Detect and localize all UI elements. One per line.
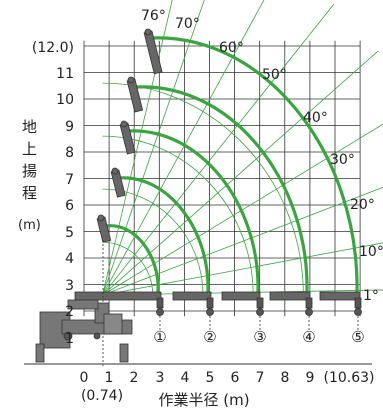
angle-labels: 76° 70° 60° 50° 40° 30° 20° 10° 1°: [141, 8, 383, 304]
truck-base: [35, 299, 133, 363]
x-tick-1063: (10.63): [323, 370, 374, 386]
y-tick-7: 7: [65, 172, 74, 188]
hook-lines: [102, 240, 359, 366]
h-boom-3: [221, 291, 261, 301]
radius-arc-3: [102, 135, 254, 296]
y-tick-labels: 1 2 3 4 5 6 7 8 9 10 11 (12.0): [32, 40, 74, 347]
x-tick-0: 0: [80, 370, 89, 386]
angle-label-40: 40°: [303, 110, 328, 126]
angle-label-50: 50°: [262, 67, 287, 83]
y-axis-title-char-2: 上: [22, 140, 38, 158]
y-tick-5: 5: [65, 225, 74, 241]
boom-stage-3: [119, 120, 136, 155]
x-axis-title: 作業半径 (m): [158, 391, 249, 409]
angle-label-20: 20°: [350, 197, 375, 213]
boom-stage-2: [110, 167, 126, 198]
working-range-curves: [105, 36, 359, 293]
y-tick-4: 4: [65, 251, 74, 267]
angle-label-70: 70°: [175, 16, 200, 32]
y-tick-10: 10: [56, 92, 74, 108]
h-boom-1: [74, 291, 162, 301]
stage-marker-1: ①: [153, 328, 166, 346]
boom-stage-1: [96, 214, 112, 243]
angle-label-76: 76°: [141, 8, 166, 24]
stage-marker-3: ③: [253, 328, 266, 346]
angle-label-60: 60°: [219, 40, 244, 56]
x-tick-6: 6: [231, 370, 240, 386]
x-tick-5: 5: [206, 370, 215, 386]
y-tick-6: 6: [65, 198, 74, 214]
angle-label-10: 10°: [359, 244, 383, 260]
angle-ray-60: [102, 0, 265, 296]
x-tick-8: 8: [281, 370, 290, 386]
stage-marker-5: ⑤: [351, 328, 364, 346]
stage-marker-2: ②: [203, 328, 216, 346]
stage-markers: ① ② ③ ④ ⑤: [153, 328, 364, 346]
range-curve-1: [105, 224, 160, 293]
y-tick-8: 8: [65, 145, 74, 161]
x-tick-4: 4: [181, 370, 190, 386]
angle-label-1: 1°: [363, 288, 379, 304]
y-tick-3: 3: [65, 278, 74, 294]
range-curve-3: [127, 129, 260, 293]
h-boom-2: [172, 291, 212, 301]
y-axis-title-unit: (m): [18, 218, 41, 233]
range-curve-4: [136, 85, 309, 293]
angle-ray-50: [102, 3, 335, 296]
x-tick-2: 2: [130, 370, 139, 386]
x-tick-1: 1: [105, 370, 114, 386]
y-axis-title-char-3: 揚: [22, 162, 38, 180]
y-axis-title-char-4: 程: [22, 184, 38, 202]
y-tick-9: 9: [65, 119, 74, 135]
angle-ray-76: [102, 0, 173, 296]
radius-arc-1: [102, 241, 154, 296]
angle-ray-10: [102, 242, 383, 296]
range-curve-2: [117, 176, 210, 293]
angle-ray-70: [102, 0, 205, 296]
horizontal-booms: [74, 291, 362, 316]
boom-76: [143, 28, 163, 75]
x-sub-label: (0.74): [81, 388, 123, 404]
boom-stage-4: [126, 76, 144, 113]
angled-booms: [96, 28, 163, 243]
range-curve-5: [151, 36, 359, 293]
y-tick-2: 2: [65, 304, 74, 320]
x-tick-labels: 0 1 2 3 4 5 6 7 8 9 (10.63) (0.74): [80, 370, 375, 404]
y-tick-11: 11: [56, 66, 74, 82]
y-axis-title-char-1: 地: [22, 118, 38, 136]
x-tick-9: 9: [306, 370, 315, 386]
stage-marker-4: ④: [302, 328, 315, 346]
h-boom-4: [269, 291, 311, 301]
x-tick-7: 7: [256, 370, 265, 386]
angle-ray-20: [102, 186, 383, 296]
x-tick-3: 3: [156, 370, 165, 386]
h-boom-5: [319, 291, 361, 301]
angle-label-30: 30°: [330, 152, 355, 168]
y-tick-12: (12.0): [32, 40, 74, 56]
y-tick-1: 1: [65, 331, 74, 347]
